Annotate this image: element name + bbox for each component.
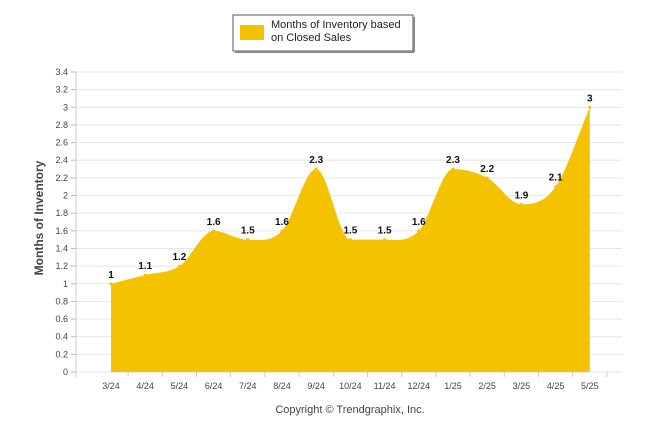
data-label: 1.5	[378, 226, 392, 237]
data-label: 1.6	[412, 217, 426, 228]
x-tick-label: 12/24	[408, 381, 431, 391]
x-tick-label: 2/25	[478, 381, 496, 391]
x-tick-label: 5/24	[171, 381, 189, 391]
data-point	[109, 282, 113, 286]
data-label: 1.2	[172, 252, 186, 263]
data-point	[143, 273, 147, 277]
data-point	[485, 176, 489, 180]
data-point	[212, 229, 216, 233]
legend-swatch	[240, 25, 264, 40]
y-tick-label: 0.2	[55, 349, 68, 359]
copyright-footer: Copyright © Trendgraphix, Inc.	[275, 404, 424, 416]
x-tick-label: 4/25	[547, 381, 565, 391]
data-label: 2.1	[549, 173, 563, 184]
y-tick-label: 0.8	[55, 296, 68, 306]
data-point	[554, 185, 558, 189]
data-point	[383, 238, 387, 242]
data-label: 1.5	[241, 226, 255, 237]
x-axis-ticks: 3/24 4/24 5/24 6/24 7/24 8/24 9/24 10/24 11/24 12…	[75, 372, 608, 391]
x-tick-label: 1/25	[444, 381, 462, 391]
data-point	[280, 229, 284, 233]
data-label: 2.3	[446, 155, 460, 166]
data-point	[177, 264, 181, 268]
data-point	[314, 167, 318, 171]
y-axis-ticks: 0 0.2 0.4 0.6 0.8 1 1.2 1.4 1.6 1.8 2 2.2 2.4 2.6 2.8 3…	[55, 67, 77, 377]
data-label: 1.9	[514, 190, 528, 201]
x-tick-label: 11/24	[374, 381, 396, 391]
x-tick-label: 10/24	[339, 381, 362, 391]
data-label: 2.3	[309, 155, 323, 166]
y-tick-label: 0.4	[55, 332, 68, 342]
y-tick-label: 1.6	[55, 226, 68, 236]
y-tick-label: 3.4	[55, 67, 68, 77]
data-label: 1.5	[343, 226, 357, 237]
x-tick-label: 3/24	[102, 381, 120, 391]
y-tick-label: 1.2	[55, 261, 68, 271]
x-tick-label: 4/24	[136, 381, 154, 391]
data-point	[246, 238, 250, 242]
series-area	[109, 105, 592, 372]
x-tick-label: 8/24	[273, 381, 291, 391]
legend-label-line2: on Closed Sales	[271, 32, 352, 44]
y-tick-label: 2.4	[55, 155, 68, 165]
y-tick-label: 2	[63, 191, 68, 201]
data-point	[588, 105, 592, 109]
y-axis-title: Months of Inventory	[32, 160, 46, 275]
data-label: 1.6	[207, 217, 221, 228]
data-point	[451, 167, 455, 171]
x-tick-label: 6/24	[205, 381, 223, 391]
data-point	[519, 202, 523, 206]
y-tick-label: 2.6	[55, 138, 68, 148]
data-label: 1.1	[138, 261, 152, 272]
y-tick-label: 3	[63, 102, 68, 112]
x-tick-label: 5/25	[581, 381, 599, 391]
y-tick-label: 2.2	[55, 173, 68, 183]
y-tick-label: 2.8	[55, 120, 68, 130]
y-tick-label: 1	[63, 279, 68, 289]
data-label: 2.2	[480, 164, 494, 175]
legend-label-line1: Months of Inventory based	[271, 19, 401, 31]
y-tick-label: 1.4	[55, 243, 68, 253]
legend: Months of Inventory based on Closed Sale…	[232, 14, 415, 53]
x-tick-label: 3/25	[513, 381, 531, 391]
data-labels: 1 1.1 1.2 1.6 1.5 1.6 2.3 1.5 1.5 1.6 2.3 2.2 1.9 2.1…	[108, 93, 593, 280]
data-point	[348, 238, 352, 242]
data-label: 3	[587, 93, 593, 104]
data-label: 1	[108, 270, 114, 281]
data-label: 1.6	[275, 217, 289, 228]
x-tick-label: 9/24	[307, 381, 325, 391]
y-tick-label: 1.8	[55, 208, 68, 218]
y-tick-label: 0	[63, 367, 68, 377]
y-tick-label: 3.2	[55, 85, 68, 95]
x-tick-label: 7/24	[239, 381, 257, 391]
y-tick-label: 0.6	[55, 314, 68, 324]
data-point	[417, 229, 421, 233]
